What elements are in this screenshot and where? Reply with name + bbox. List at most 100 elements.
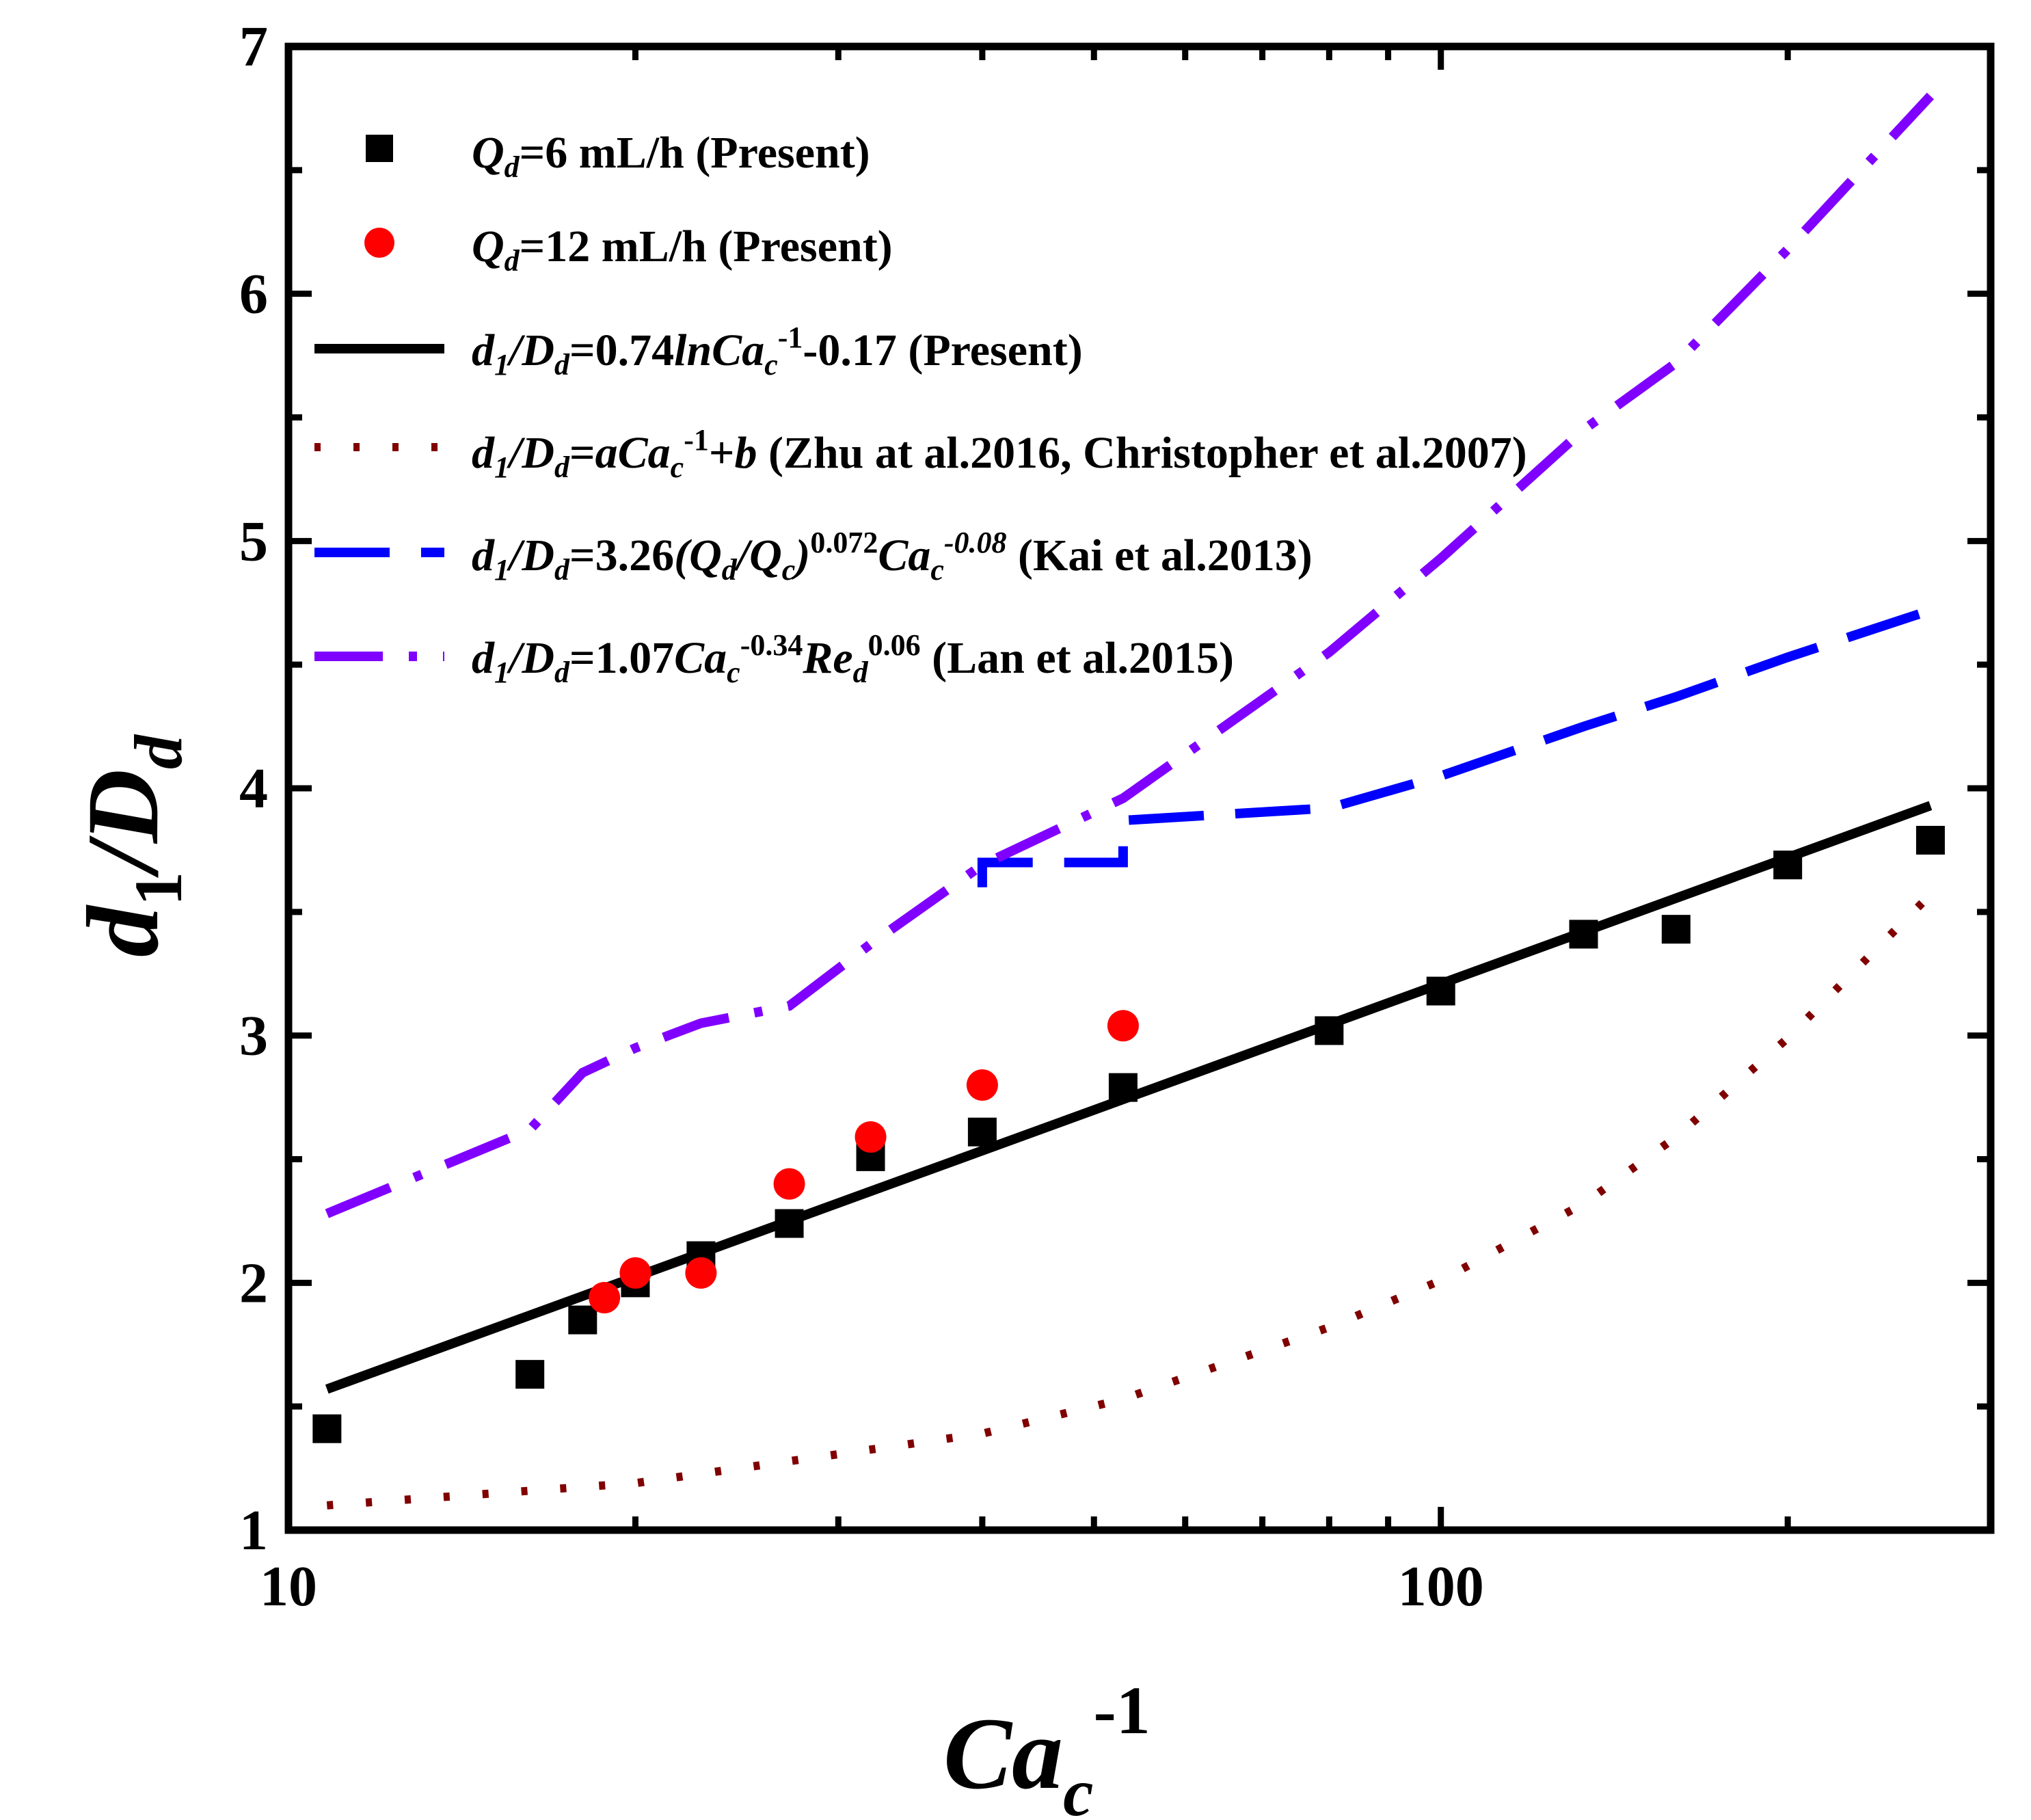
data-points (312, 825, 1945, 1443)
x-axis-label: Cac-1 (943, 1672, 1151, 1820)
data-point-circle (773, 1168, 805, 1200)
legend-label-present-fit: d1/Dd=0.74lnCac-1-0.17 (Present) (472, 321, 1083, 382)
y-tick-label: 5 (239, 509, 268, 573)
x-tick-label: 100 (1398, 1555, 1484, 1618)
y-axis-label: d1/Dd (66, 734, 196, 957)
legend-label-zhu: d1/Dd=aCac-1+b (Zhu at al.2016, Christop… (472, 423, 1527, 484)
data-point-square (1426, 976, 1455, 1006)
x-tick-label: 10 (260, 1555, 317, 1618)
legend-text: D (521, 325, 554, 375)
y-axis-label-sub2: d (120, 734, 196, 769)
legend-text: c (930, 553, 944, 587)
data-point-square (312, 1414, 342, 1443)
x-axis-label-sup: -1 (1093, 1672, 1150, 1748)
legend-text: 1 (494, 451, 509, 484)
legend-text: =1.07 (569, 633, 674, 683)
tick-labels: 1 2 3 4 5 6 7 10 100 (239, 15, 1484, 1618)
legend-text: d (554, 451, 570, 484)
data-point-circle (685, 1257, 717, 1289)
legend-label-qd12: Qd=12 mL/h (Present) (472, 222, 893, 278)
series-line-lan (325, 92, 1935, 1218)
legend-text: d (853, 656, 869, 689)
legend-text: =0.74 (569, 325, 674, 375)
legend-text: Ca (878, 531, 930, 580)
legend-text: Q (472, 128, 505, 178)
y-tick-label: 2 (239, 1251, 268, 1315)
legend: Qd=6 mL/h (Present) Qd=12 mL/h (Present)… (314, 128, 1527, 689)
legend-text: -0.34 (740, 628, 803, 662)
legend-label-qd6: Qd=6 mL/h (Present) (472, 128, 870, 184)
x-axis-label-main: Ca (943, 1697, 1063, 1810)
data-point-circle (1107, 1010, 1139, 1042)
legend-text: aCa (595, 428, 671, 478)
legend-label-lan: d1/Dd=1.07Cac-0.34Red0.06 (Lan et al.201… (472, 628, 1234, 689)
plot-frame (284, 42, 1995, 1534)
y-axis-label-main: d (66, 905, 180, 957)
legend-text: d (505, 244, 520, 278)
legend-marker-circle (364, 228, 394, 258)
legend-text: ( (674, 531, 692, 580)
legend-text: d (554, 553, 570, 587)
legend-text: 0.06 (868, 628, 921, 662)
legend-text: -1 (684, 423, 709, 457)
legend-text: d (554, 348, 570, 382)
data-point-square (1569, 920, 1598, 949)
y-axis-label-sub: 1 (120, 872, 196, 906)
legend-text: d (505, 150, 520, 184)
y-tick-label: 3 (239, 1004, 268, 1068)
legend-text: 0.072 (810, 526, 878, 559)
legend-marker-square (366, 135, 393, 162)
legend-text: Q (689, 531, 722, 580)
legend-text: + (709, 428, 735, 478)
series-line-kai (977, 605, 1933, 887)
y-tick-label: 4 (239, 757, 268, 820)
legend-text: Q (472, 222, 505, 271)
legend-text: D (521, 428, 554, 478)
legend-text: d (472, 428, 495, 478)
legend-text: D (521, 633, 554, 683)
legend-text: 1 (494, 553, 509, 587)
legend-text: lnCa (674, 325, 764, 375)
data-point-circle (619, 1257, 651, 1289)
legend-text: c (671, 451, 684, 484)
legend-text: (Kai et al.2013) (1007, 531, 1313, 580)
legend-text: =6 mL/h (Present) (520, 128, 870, 178)
data-point-square (568, 1305, 597, 1335)
legend-text: ) (792, 531, 810, 580)
legend-text: c (727, 656, 740, 689)
data-point-square (967, 1117, 997, 1147)
data-point-circle (966, 1069, 998, 1101)
legend-text: -0.17 (Present) (803, 325, 1082, 375)
y-tick-label: 1 (239, 1499, 268, 1562)
legend-text: =12 mL/h (Present) (520, 222, 893, 271)
legend-text: c (782, 553, 796, 587)
legend-text: 1 (494, 348, 509, 382)
data-point-circle (589, 1282, 621, 1314)
x-axis-label-sub: c (1063, 1754, 1093, 1820)
data-point-square (1315, 1016, 1344, 1045)
legend-text: d (722, 553, 738, 587)
legend-text: =3.26 (569, 531, 674, 580)
legend-label-kai: d1/Dd=3.26(Qd/Qc)0.072Cac-0.08 (Kai et a… (472, 526, 1313, 587)
legend-text: 1 (494, 656, 509, 689)
legend-text: d (472, 531, 495, 580)
legend-text: -0.08 (944, 526, 1007, 559)
legend-text: (Lan et al.2015) (921, 633, 1234, 683)
data-point-square (1773, 851, 1803, 880)
data-point-square (775, 1209, 804, 1238)
y-axis-label-slash: /D (66, 769, 180, 879)
data-point-circle (855, 1121, 887, 1153)
legend-text: Q (749, 531, 782, 580)
legend-text: = (569, 428, 595, 478)
data-point-square (1915, 825, 1945, 855)
data-point-square (1108, 1073, 1138, 1102)
legend-text: Re (802, 633, 852, 683)
legend-text: b (734, 428, 757, 478)
legend-text: d (472, 633, 495, 683)
legend-text: -1 (778, 321, 803, 354)
data-point-square (515, 1360, 545, 1389)
y-tick-label: 6 (239, 263, 268, 326)
legend-text: d (472, 325, 495, 375)
